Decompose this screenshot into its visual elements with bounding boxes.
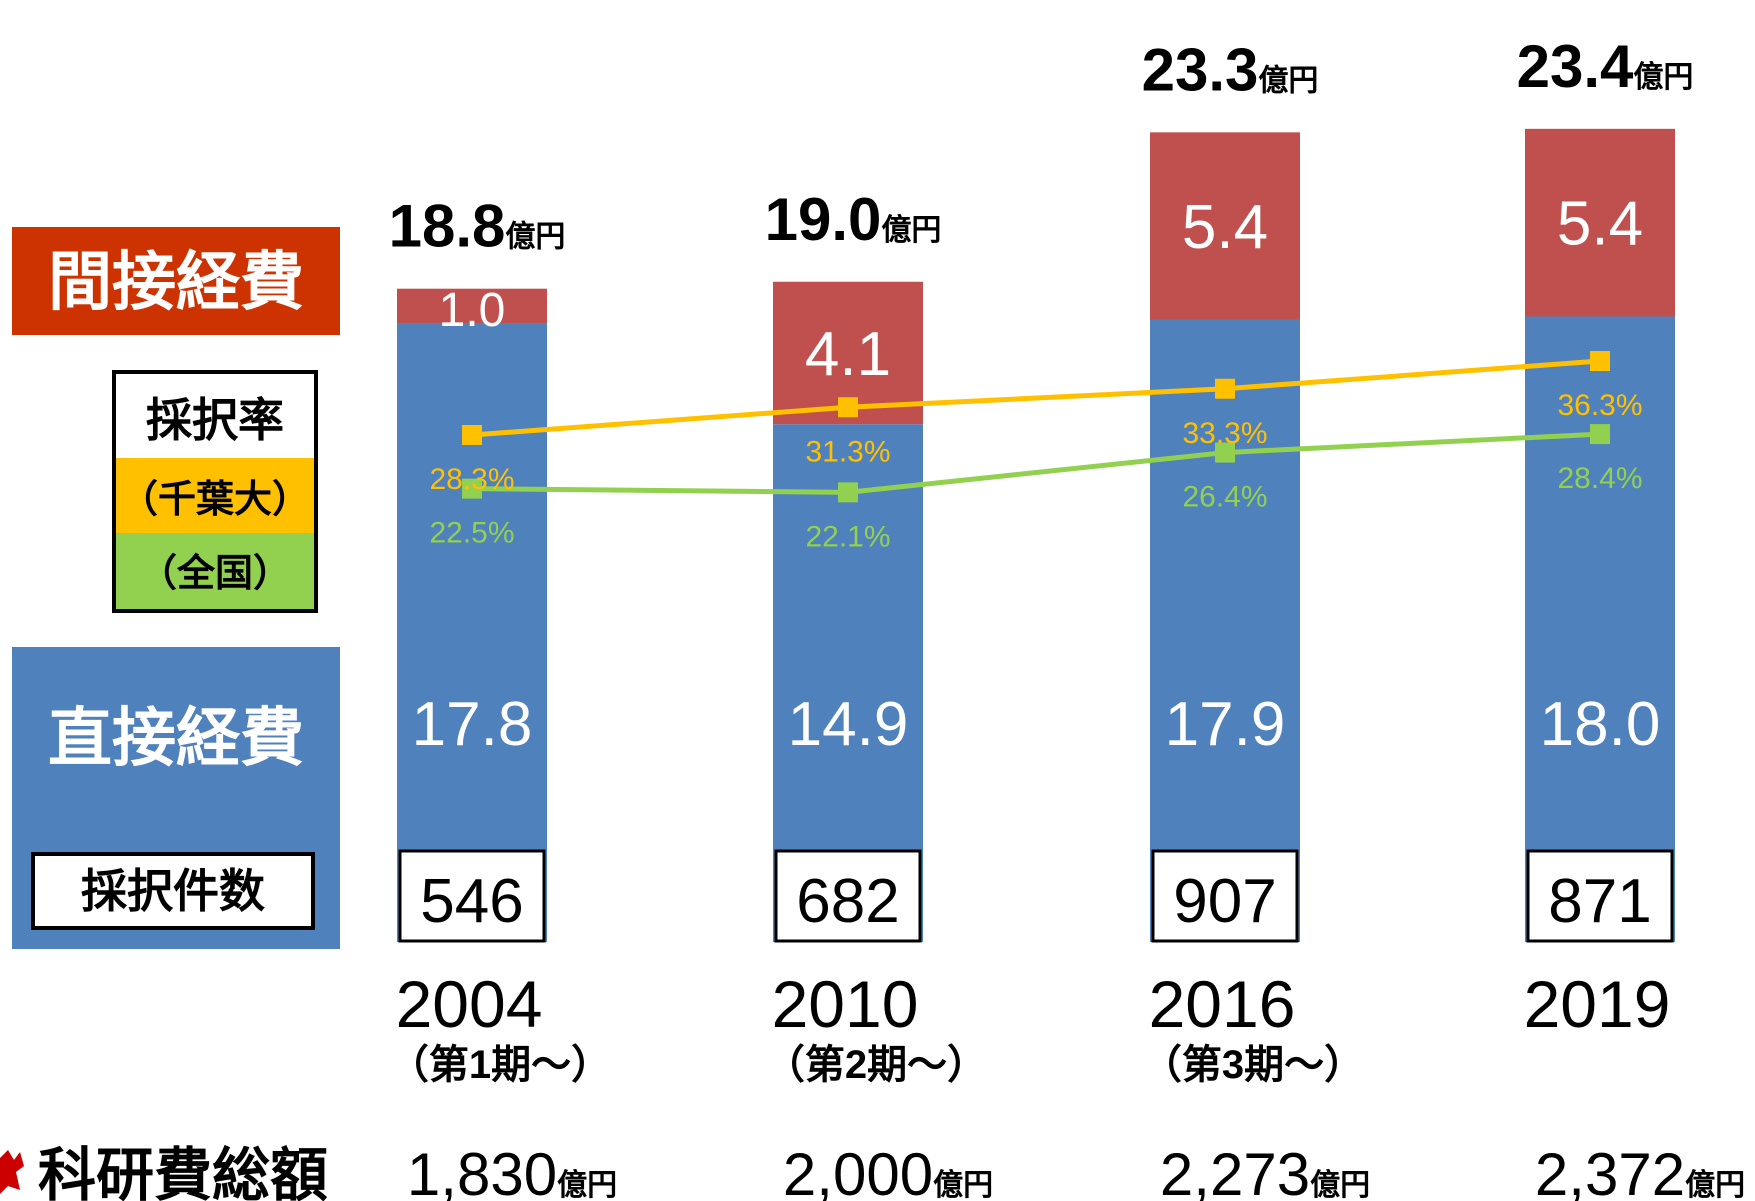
chiba-rate-point bbox=[462, 425, 482, 445]
national-rate-point bbox=[1215, 442, 1235, 463]
adoption-count-value: 907 bbox=[1173, 867, 1276, 936]
adoption-count-value: 546 bbox=[420, 867, 523, 936]
labels-layer: 17.8 1.0 18.8億円 546 2004（第1期～） 1,830億円 14.9 4.1… bbox=[389, 33, 1745, 1201]
indirect-cost-bar bbox=[1525, 128, 1675, 317]
kakenhi-total-value: 2,372億円 bbox=[1535, 1141, 1745, 1201]
lines-layer bbox=[462, 351, 1610, 503]
chiba-rate-label: 31.3% bbox=[805, 435, 890, 468]
national-rate-point bbox=[1590, 424, 1610, 445]
rate-legend-national: （全国） bbox=[139, 552, 291, 595]
indirect-cost-bar bbox=[397, 288, 547, 324]
national-rate-label: 22.1% bbox=[805, 520, 890, 553]
direct-cost-bar bbox=[1150, 319, 1300, 943]
adoption-count-box bbox=[398, 849, 546, 943]
adoption-count-box bbox=[774, 849, 922, 943]
adoption-count-box bbox=[1526, 849, 1674, 943]
year-tick-label: 2019 bbox=[1524, 967, 1671, 1041]
period-sublabel: （第2期～） bbox=[765, 1043, 987, 1087]
direct-cost-value: 18.0 bbox=[1540, 690, 1661, 759]
chiba-rate-label: 33.3% bbox=[1182, 417, 1267, 450]
total-value-label: 19.0億円 bbox=[765, 186, 942, 253]
count-legend-label: 採択件数 bbox=[81, 865, 265, 917]
indirect-cost-value: 4.1 bbox=[805, 320, 891, 389]
direct-cost-bar bbox=[1525, 316, 1675, 942]
total-value-label: 18.8億円 bbox=[389, 193, 566, 260]
direct-cost-value: 17.9 bbox=[1165, 690, 1286, 759]
chiba-rate-point bbox=[838, 397, 858, 418]
direct-cost-value: 14.9 bbox=[788, 690, 909, 759]
kakenhi-total-value: 2,273億円 bbox=[1160, 1141, 1370, 1201]
direct-cost-value: 17.8 bbox=[412, 690, 533, 759]
year-tick-label: 2004 bbox=[396, 967, 543, 1041]
direct-legend-label: 直接経費 bbox=[48, 702, 304, 774]
maple-leaf-icon bbox=[0, 1150, 24, 1194]
indirect-cost-value: 5.4 bbox=[1182, 193, 1268, 262]
national-rate-point bbox=[838, 482, 858, 503]
count-legend-box bbox=[31, 852, 315, 930]
rate-legend-chiba: （千葉大） bbox=[120, 479, 310, 521]
national-rate-label: 28.4% bbox=[1557, 462, 1642, 495]
indirect-cost-value: 1.0 bbox=[439, 284, 506, 337]
indirect-cost-value: 5.4 bbox=[1557, 190, 1643, 259]
year-tick-label: 2010 bbox=[772, 967, 919, 1041]
national-rate-point bbox=[462, 478, 482, 499]
total-value-label: 23.3億円 bbox=[1142, 36, 1319, 103]
national-rate-label: 26.4% bbox=[1182, 481, 1267, 514]
indirect-legend-label: 間接経費 bbox=[48, 246, 304, 318]
year-tick-label: 2016 bbox=[1149, 967, 1296, 1041]
kakenhi-total-value: 1,830億円 bbox=[407, 1141, 617, 1201]
national-rate-line bbox=[471, 431, 1601, 495]
indirect-legend-box bbox=[12, 227, 340, 335]
rate-legend: 採択率 （千葉大） （全国） bbox=[112, 370, 318, 613]
chiba-rate-point bbox=[1590, 351, 1610, 371]
chiba-rate-label: 36.3% bbox=[1557, 389, 1642, 422]
chiba-rate-line bbox=[471, 358, 1601, 438]
kakenhi-total-value: 2,000億円 bbox=[783, 1141, 993, 1201]
adoption-count-value: 682 bbox=[796, 867, 899, 936]
adoption-count-value: 871 bbox=[1548, 867, 1651, 936]
indirect-cost-bar bbox=[1150, 132, 1300, 320]
chiba-rate-point bbox=[1215, 378, 1235, 399]
chiba-rate-label: 28.3% bbox=[429, 463, 514, 496]
total-value-label: 23.4億円 bbox=[1517, 33, 1694, 100]
adoption-count-box bbox=[1151, 849, 1299, 943]
kakenhi-total-label: 科研費総額 bbox=[38, 1143, 328, 1201]
rate-legend-title: 採択率 bbox=[146, 394, 284, 446]
period-sublabel: （第1期～） bbox=[389, 1043, 611, 1087]
direct-cost-bar bbox=[397, 323, 547, 942]
national-rate-label: 22.5% bbox=[429, 517, 514, 550]
bars-layer bbox=[397, 128, 1675, 943]
period-sublabel: （第3期～） bbox=[1142, 1043, 1364, 1087]
